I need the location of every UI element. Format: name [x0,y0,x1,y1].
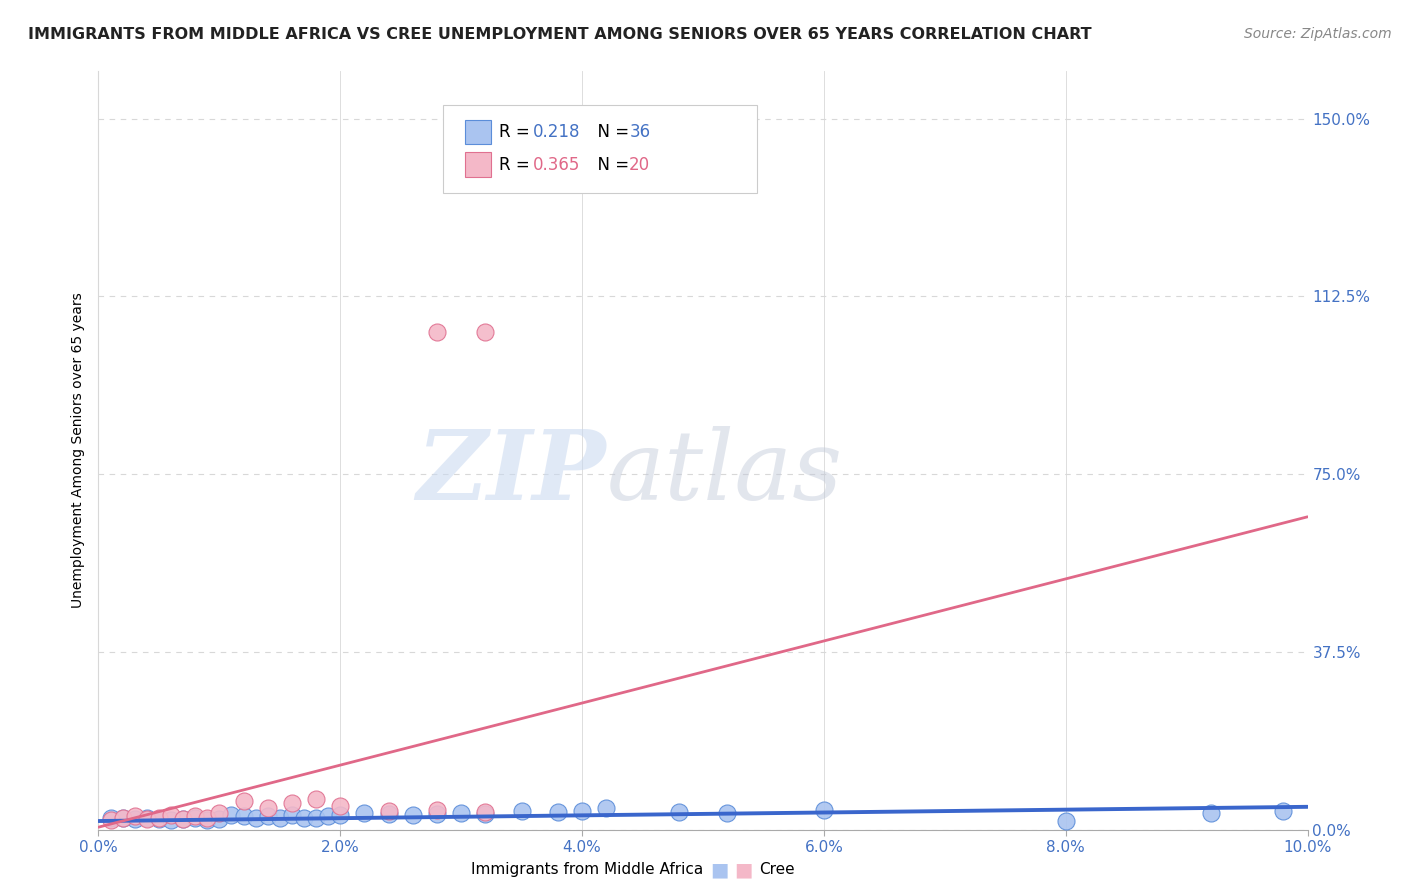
Text: IMMIGRANTS FROM MIDDLE AFRICA VS CREE UNEMPLOYMENT AMONG SENIORS OVER 65 YEARS C: IMMIGRANTS FROM MIDDLE AFRICA VS CREE UN… [28,27,1091,42]
Point [377,807,399,822]
Point [208,805,231,820]
Text: N =: N = [586,155,634,174]
Point [111,811,134,825]
Point [245,811,267,825]
Point [232,794,254,808]
Point [172,812,194,826]
Point [547,805,569,819]
Text: ■: ■ [734,860,752,880]
Point [111,811,134,825]
Point [281,808,304,822]
Point [353,805,375,820]
Point [329,808,352,822]
FancyBboxPatch shape [443,105,758,193]
Point [184,811,207,825]
Text: Cree: Cree [759,863,794,877]
Point [269,811,291,825]
FancyBboxPatch shape [465,153,492,177]
Point [221,808,243,822]
Point [329,798,352,813]
Text: 36: 36 [630,123,651,141]
Text: ■: ■ [710,860,728,880]
Text: 0.218: 0.218 [533,123,581,141]
Point [426,807,449,822]
Point [208,812,231,826]
Point [716,805,738,820]
Point [160,808,183,822]
Point [184,809,207,823]
Point [571,804,593,818]
Point [474,805,496,819]
Point [668,805,690,819]
Point [160,813,183,827]
Text: ZIP: ZIP [416,426,606,520]
Point [124,812,146,826]
Text: N =: N = [586,123,634,141]
Point [148,812,170,826]
Point [232,809,254,823]
Y-axis label: Unemployment Among Seniors over 65 years: Unemployment Among Seniors over 65 years [72,293,86,608]
Point [256,809,278,823]
Point [148,811,170,825]
Point [256,801,278,815]
Point [195,813,218,827]
Point [474,807,496,822]
Point [1272,804,1295,818]
FancyBboxPatch shape [465,120,492,145]
Text: Immigrants from Middle Africa: Immigrants from Middle Africa [471,863,703,877]
Text: 0.365: 0.365 [533,155,579,174]
Point [100,813,122,827]
Point [1054,814,1077,828]
Text: R =: R = [499,123,534,141]
Point [595,801,617,815]
Point [316,809,339,823]
Point [100,811,122,825]
Point [305,791,328,805]
Point [292,811,315,825]
Point [813,803,835,817]
Point [426,803,449,817]
Point [135,811,157,825]
Point [124,809,146,823]
Point [135,812,157,826]
Text: R =: R = [499,155,534,174]
Point [377,804,399,818]
Text: 20: 20 [630,155,651,174]
Point [474,325,496,339]
Point [510,804,533,818]
Point [172,812,194,826]
Point [1199,805,1222,820]
Text: atlas: atlas [606,426,842,520]
Point [195,811,218,825]
Point [450,805,472,820]
Point [305,811,328,825]
Point [426,325,449,339]
Point [281,797,304,811]
Point [402,808,425,822]
Text: Source: ZipAtlas.com: Source: ZipAtlas.com [1244,27,1392,41]
